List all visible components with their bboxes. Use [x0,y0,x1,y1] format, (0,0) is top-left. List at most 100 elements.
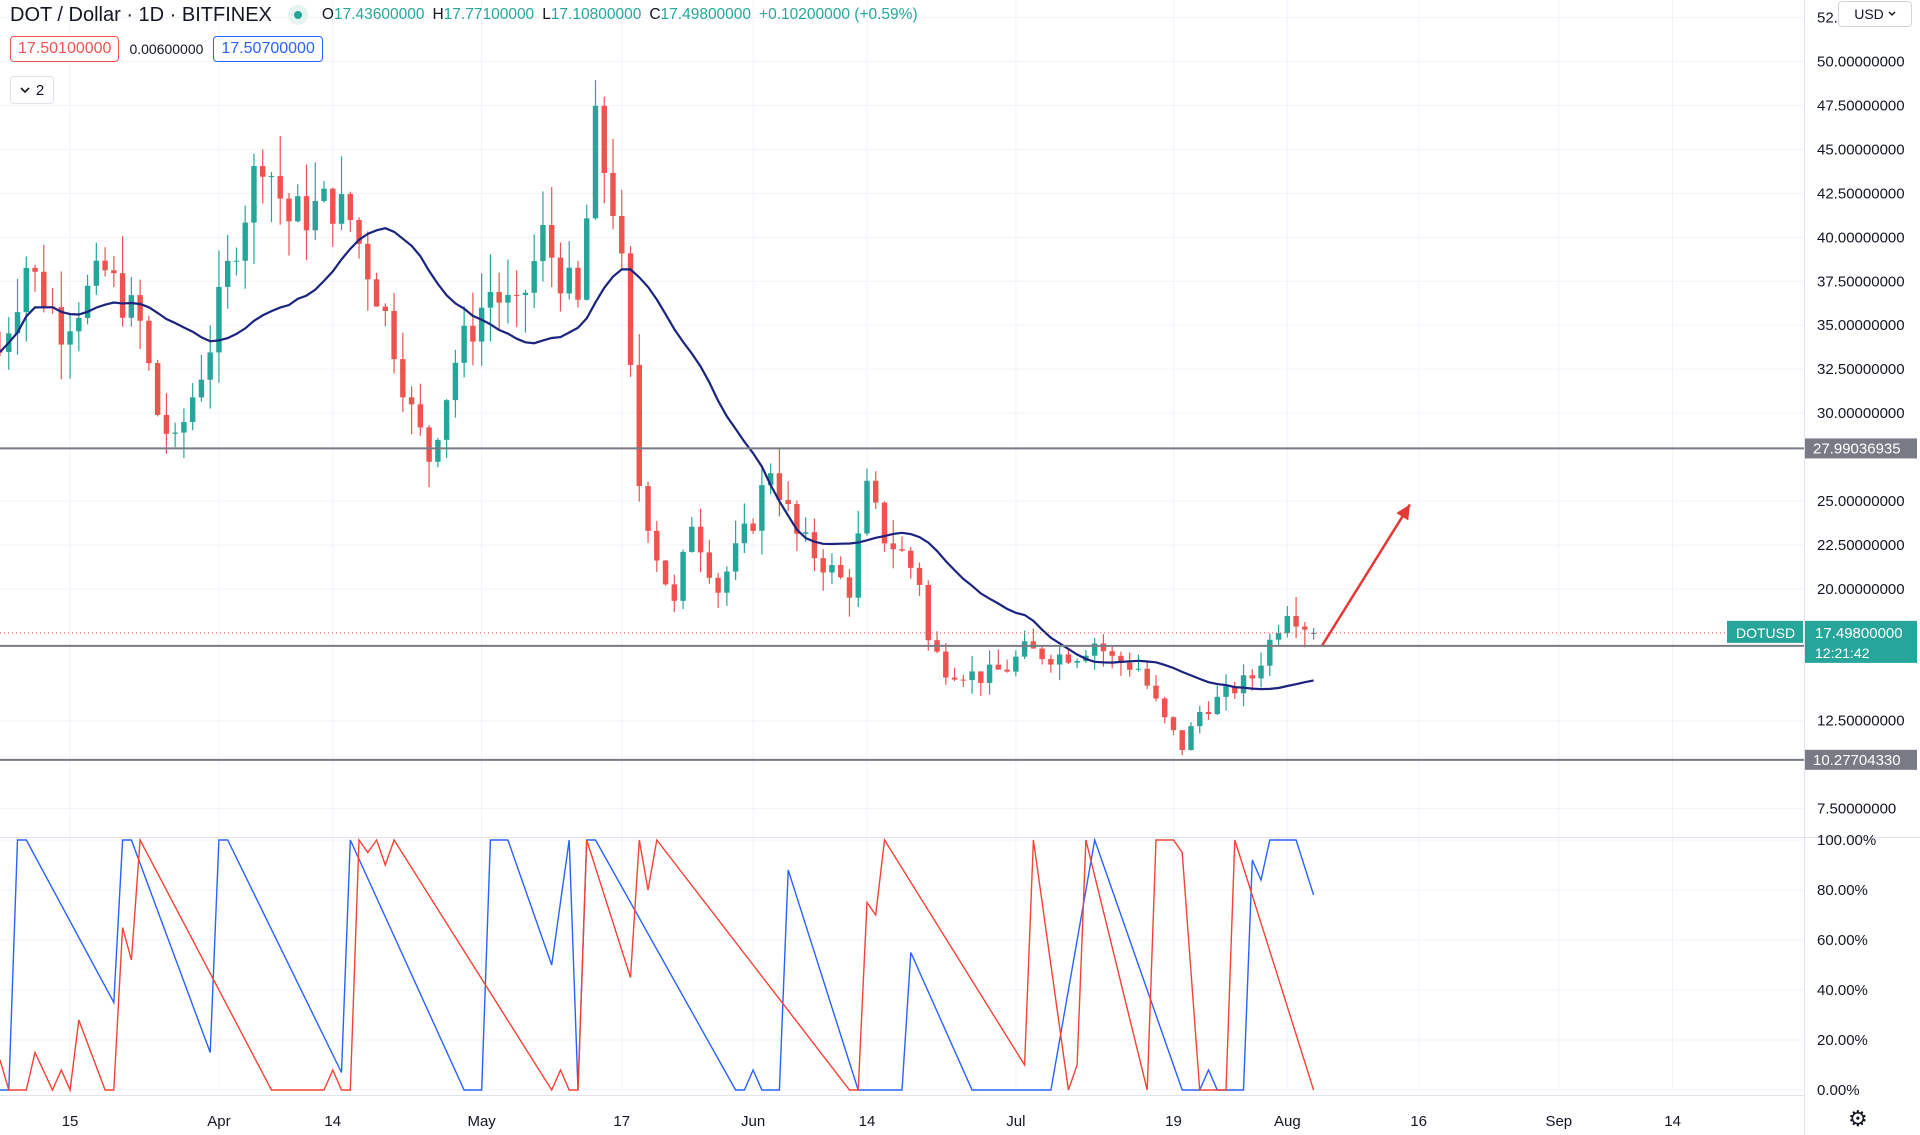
market-status-icon [287,5,308,25]
candle-body [1170,717,1177,731]
candle-body [154,363,161,415]
candle-body [1135,668,1142,670]
price-tick-label: 42.50000000 [1817,185,1905,202]
open-label: O [321,6,334,23]
change-value: +0.10200000 (+0.59%) [759,6,918,23]
candle-body [750,523,756,531]
time-tick-label: 16 [1410,1113,1427,1130]
price-tick-label: 20.00000000 [1817,581,1905,598]
candle-body [23,267,29,313]
candle-body [785,500,791,505]
candle-body [1223,686,1229,697]
candle-body [601,105,607,174]
candle-body [697,526,704,553]
spread-value: 0.00600000 [129,41,204,57]
candle-body [1258,665,1264,679]
candle-body [548,224,555,258]
candle-body [1039,648,1045,660]
candle-body [645,486,651,531]
candle-body [1074,661,1080,663]
candle-body [636,364,642,487]
candle-body [1205,711,1212,715]
candle-body [426,427,432,462]
candle-body [1100,643,1107,652]
price-tick-label: 37.50000000 [1817,273,1905,290]
candle-body [732,543,739,572]
candle-body [619,215,625,254]
candle-body [382,306,389,312]
candle-body [1065,654,1072,663]
symbol-title[interactable]: DOT / Dollar · 1D · BITFINEX [10,3,272,26]
currency-select[interactable]: USD [1838,1,1912,27]
candle-body [1197,711,1203,727]
candle-body [1118,655,1124,663]
candle-body [163,414,170,434]
price-tick-label: 35.00000000 [1817,317,1905,334]
oscillator-tick-label: 20.00% [1817,1032,1868,1049]
candle-body [627,253,634,365]
price-tick-label: 40.00000000 [1817,229,1905,246]
candle-body [487,291,494,308]
trend-arrow-head [1396,504,1410,521]
candle-body [496,291,502,303]
candle-body [890,543,896,550]
high-label: H [432,6,444,23]
level-price-label: 10.27704330 [1813,752,1901,769]
oscillator-tick-label: 80.00% [1817,882,1868,899]
candle-body [347,194,354,221]
candle-body [873,480,879,503]
candle-body [680,551,686,601]
candle-body [1013,656,1019,672]
price-tick-label: 22.50000000 [1817,537,1905,554]
candle-body [1179,730,1185,751]
gear-icon[interactable]: ⚙ [1848,1106,1868,1131]
candle-body [671,584,678,601]
oscillator-tick-label: 60.00% [1817,932,1868,949]
candle-body [58,307,65,345]
candle-body [207,352,213,380]
candle-body [1275,633,1282,640]
candle-body [584,218,590,300]
candle-body [242,222,248,261]
candle-body [295,196,301,222]
candle-body [654,530,660,561]
candle-body [84,285,91,318]
candle-body [794,504,800,534]
price-tick-label: 45.00000000 [1817,141,1905,158]
candle-body [540,224,546,262]
candle-body [373,279,380,307]
candle-body [452,362,459,401]
candle-body [715,577,721,593]
trade-panel: 17.50100000 0.00600000 17.50700000 [10,36,323,62]
candle-body [260,166,266,177]
candle-body [1310,632,1317,634]
candle-body [443,400,450,440]
buy-price-button[interactable]: 17.50700000 [213,36,323,62]
sell-price-button[interactable]: 17.50100000 [10,36,120,62]
last-price-label: 17.49800000 [1815,625,1903,642]
time-tick-label: Jul [1006,1113,1025,1130]
candle-body [286,198,292,222]
candle-body [417,404,424,428]
candle-body [505,294,511,303]
collapse-indicators-button[interactable]: 2 [10,76,54,104]
time-tick-label: Jun [741,1113,765,1130]
countdown-label: 12:21:42 [1815,645,1870,661]
candle-body [1293,616,1299,627]
candle-body [978,671,984,683]
candle-body [610,173,616,216]
candle-body [470,325,476,342]
price-tick-label: 7.50000000 [1817,801,1896,818]
time-tick-label: 17 [613,1113,630,1130]
time-tick-label: 15 [62,1113,79,1130]
candle-body [899,549,905,551]
chevron-down-icon [20,86,30,93]
trend-arrow [1321,503,1411,646]
candle-body [172,432,178,434]
time-tick-label: Apr [207,1113,230,1130]
candle-body [916,567,923,585]
candle-body [531,261,537,293]
candle-body [662,560,669,585]
candle-body [356,220,362,244]
